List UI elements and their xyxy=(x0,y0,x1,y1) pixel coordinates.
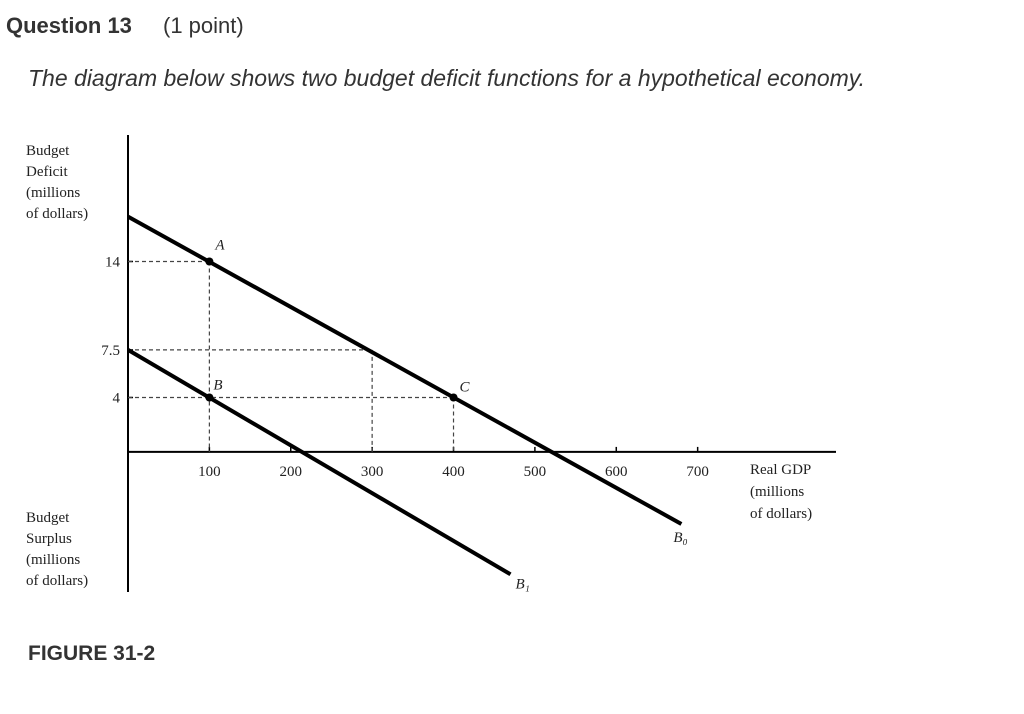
y-tick-label: 14 xyxy=(105,254,121,270)
chart: Budget Deficit (millions of dollars) Budget S… xyxy=(26,135,836,592)
y-tick-label: 7.5 xyxy=(101,343,120,359)
x-tick-label: 400 xyxy=(442,464,465,480)
point-label: A xyxy=(214,237,225,253)
y-tick-label: 4 xyxy=(113,391,121,407)
x-tick-label: 600 xyxy=(605,464,628,480)
x-tick-label: 300 xyxy=(361,464,384,480)
question-title: Question 13 xyxy=(6,13,132,38)
x-tick-label: 200 xyxy=(280,464,303,480)
y-axis-label: of dollars) xyxy=(26,573,88,589)
point-label: C xyxy=(460,380,471,396)
y-axis-label: Deficit xyxy=(26,164,68,180)
y-axis-label: of dollars) xyxy=(26,206,88,222)
series-label: B₀ xyxy=(673,530,687,546)
point xyxy=(205,257,214,266)
y-axis-label: Budget xyxy=(26,143,70,159)
y-axis-label: Budget xyxy=(26,510,70,526)
point xyxy=(449,393,458,402)
y-axis-label: (millions xyxy=(26,185,80,201)
y-axis-label: Surplus xyxy=(26,531,72,547)
x-axis-label: (millions xyxy=(750,484,804,500)
x-axis-label: Real GDP xyxy=(750,462,811,478)
question-prompt: The diagram below shows two budget defic… xyxy=(28,65,865,91)
x-tick-label: 500 xyxy=(524,464,547,480)
point-label: B xyxy=(213,378,222,394)
question-points: (1 point) xyxy=(163,13,244,38)
line xyxy=(126,348,512,577)
figure-caption: FIGURE 31-2 xyxy=(28,642,155,665)
y-axis-label: (millions xyxy=(26,552,80,568)
point xyxy=(205,393,214,402)
x-tick-label: 700 xyxy=(686,464,709,480)
line xyxy=(127,214,683,526)
series-label: B₁ xyxy=(515,576,529,592)
x-tick-label: 100 xyxy=(198,464,221,480)
x-axis-label: of dollars) xyxy=(750,506,812,522)
